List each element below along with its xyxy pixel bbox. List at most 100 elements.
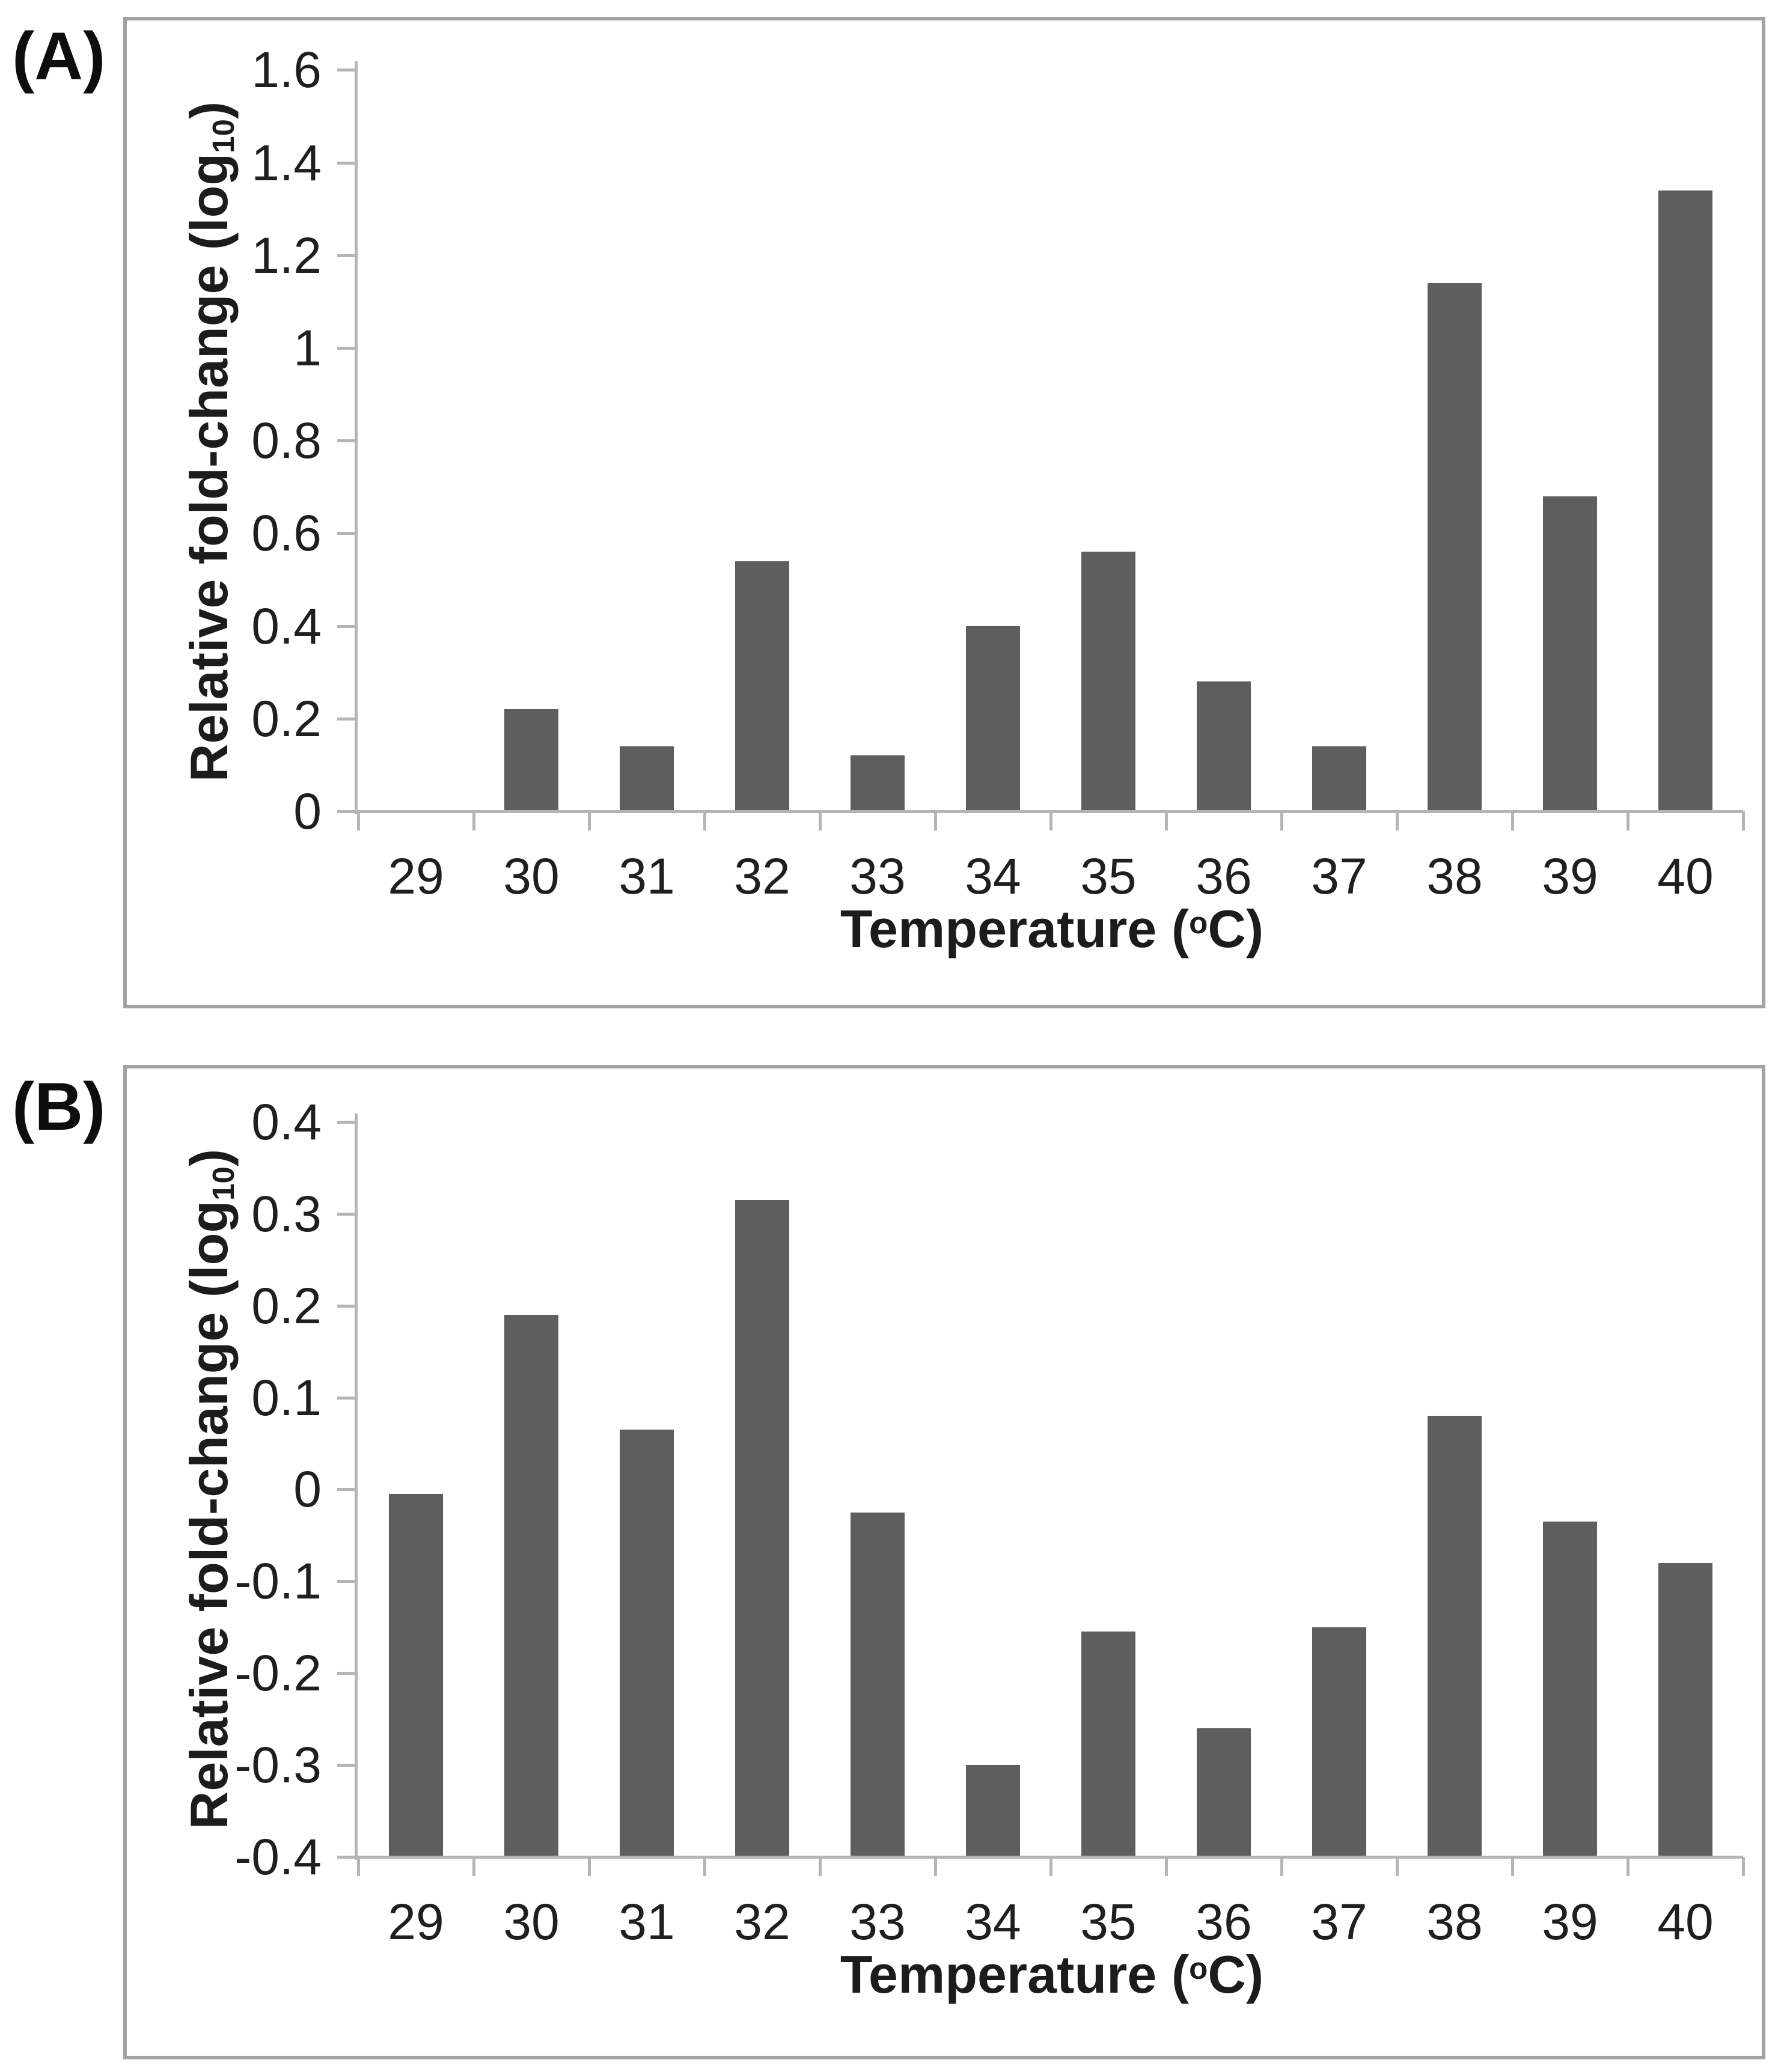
- x-category-label-A-31: 31: [619, 848, 675, 904]
- x-tick-B-2: [588, 1857, 591, 1876]
- bar-B-40: [1658, 1562, 1712, 1857]
- bar-B-38: [1428, 1416, 1482, 1857]
- bar-B-30: [504, 1314, 558, 1857]
- x-tick-B-7: [1165, 1857, 1168, 1876]
- x-tick-A-2: [588, 811, 591, 830]
- x-category-label-B-40: 40: [1657, 1894, 1714, 1950]
- y-tick-A-1.6: [337, 69, 358, 72]
- x-tick-A-8: [1280, 811, 1283, 830]
- bar-B-36: [1197, 1728, 1251, 1857]
- y-tick-B-0.1: [337, 1396, 358, 1400]
- x-tick-A-9: [1396, 811, 1399, 830]
- x-tick-A-3: [703, 811, 706, 830]
- x-tick-B-6: [1049, 1857, 1052, 1876]
- x-category-label-B-30: 30: [503, 1894, 560, 1950]
- y-tick-label-A-1: 1: [293, 320, 322, 376]
- x-tick-B-10: [1511, 1857, 1514, 1876]
- y-tick-label-B-0: 0: [293, 1461, 322, 1518]
- x-tick-B-4: [819, 1857, 822, 1876]
- bar-A-38: [1428, 283, 1482, 811]
- x-category-label-B-34: 34: [965, 1894, 1021, 1950]
- y-tick-label-B--0.2: -0.2: [234, 1645, 322, 1702]
- x-tick-A-12: [1742, 811, 1745, 830]
- y-tick-label-A-0.4: 0.4: [251, 597, 322, 654]
- bar-B-33: [851, 1512, 905, 1857]
- bar-B-32: [735, 1199, 789, 1857]
- y-tick-label-A-0.2: 0.2: [251, 690, 322, 747]
- bar-A-37: [1312, 746, 1366, 811]
- x-tick-B-9: [1396, 1857, 1399, 1876]
- y-tick-label-A-0: 0: [293, 783, 322, 839]
- bar-B-29: [389, 1494, 443, 1857]
- bar-A-34: [966, 626, 1020, 811]
- x-tick-B-1: [472, 1857, 475, 1876]
- x-tick-A-11: [1627, 811, 1630, 830]
- x-tick-A-7: [1165, 811, 1168, 830]
- x-tick-B-12: [1742, 1857, 1745, 1876]
- y-axis-line-A: [355, 61, 358, 814]
- bar-A-33: [851, 755, 905, 811]
- x-axis-title-a-text: Temperature (: [840, 899, 1190, 958]
- y-tick-B-0.3: [337, 1212, 358, 1216]
- x-tick-A-0: [357, 811, 360, 830]
- y-axis-line-B: [355, 1113, 358, 1860]
- bar-A-40: [1658, 190, 1712, 811]
- x-tick-B-11: [1627, 1857, 1630, 1876]
- x-category-label-B-31: 31: [619, 1894, 675, 1950]
- bar-A-32: [735, 561, 789, 811]
- bar-B-34: [966, 1765, 1020, 1857]
- x-tick-A-4: [819, 811, 822, 830]
- x-category-label-B-35: 35: [1080, 1894, 1137, 1950]
- bar-A-39: [1543, 496, 1597, 811]
- y-tick-label-A-1.4: 1.4: [251, 134, 322, 191]
- x-category-label-A-36: 36: [1196, 848, 1252, 904]
- y-tick-label-B-0.1: 0.1: [251, 1369, 322, 1426]
- y-tick-A-1: [337, 347, 358, 350]
- x-category-label-A-30: 30: [503, 848, 560, 904]
- x-category-label-A-39: 39: [1542, 848, 1598, 904]
- y-tick-label-A-1.6: 1.6: [251, 41, 322, 99]
- y-tick-B--0.4: [337, 1856, 358, 1859]
- y-tick-label-B-0.4: 0.4: [251, 1093, 322, 1150]
- x-tick-A-10: [1511, 811, 1514, 830]
- x-category-label-B-38: 38: [1426, 1894, 1483, 1950]
- y-tick-A-0.4: [337, 624, 358, 628]
- y-tick-label-B--0.1: -0.1: [234, 1553, 322, 1610]
- y-tick-B--0.3: [337, 1764, 358, 1767]
- bar-A-31: [620, 746, 674, 811]
- y-tick-A-0.8: [337, 439, 358, 443]
- bar-A-36: [1197, 681, 1251, 811]
- y-tick-B-0: [337, 1488, 358, 1492]
- x-tick-B-8: [1280, 1857, 1283, 1876]
- x-category-label-A-29: 29: [388, 848, 444, 904]
- y-tick-label-A-0.6: 0.6: [251, 505, 322, 562]
- x-tick-A-6: [1049, 811, 1052, 830]
- y-tick-A-0.6: [337, 532, 358, 535]
- y-tick-label-A-1.2: 1.2: [251, 227, 322, 284]
- degree-superscript-b: o: [1189, 1951, 1208, 1986]
- y-tick-label-B--0.4: -0.4: [234, 1829, 322, 1885]
- x-category-label-B-37: 37: [1311, 1894, 1367, 1950]
- x-category-label-A-33: 33: [849, 848, 906, 904]
- y-tick-B--0.1: [337, 1580, 358, 1583]
- x-category-label-A-34: 34: [965, 848, 1021, 904]
- x-tick-B-0: [357, 1857, 360, 1876]
- panel-a-border: [123, 17, 1765, 1008]
- panel-b-label: (B): [12, 1069, 106, 1144]
- degree-superscript-a: o: [1189, 906, 1208, 940]
- x-category-label-B-39: 39: [1542, 1894, 1598, 1950]
- x-category-label-B-33: 33: [849, 1894, 906, 1950]
- y-tick-label-B-0.2: 0.2: [251, 1277, 322, 1334]
- y-tick-B-0.4: [337, 1120, 358, 1124]
- x-category-label-A-38: 38: [1426, 848, 1483, 904]
- x-category-label-A-40: 40: [1657, 848, 1714, 904]
- y-tick-label-B--0.3: -0.3: [234, 1737, 322, 1794]
- x-category-label-B-32: 32: [734, 1894, 790, 1950]
- bar-A-35: [1081, 552, 1135, 811]
- y-tick-A-0.2: [337, 717, 358, 721]
- x-axis-title-a-close: C): [1208, 899, 1264, 958]
- bar-B-35: [1081, 1632, 1135, 1857]
- x-category-label-A-35: 35: [1080, 848, 1137, 904]
